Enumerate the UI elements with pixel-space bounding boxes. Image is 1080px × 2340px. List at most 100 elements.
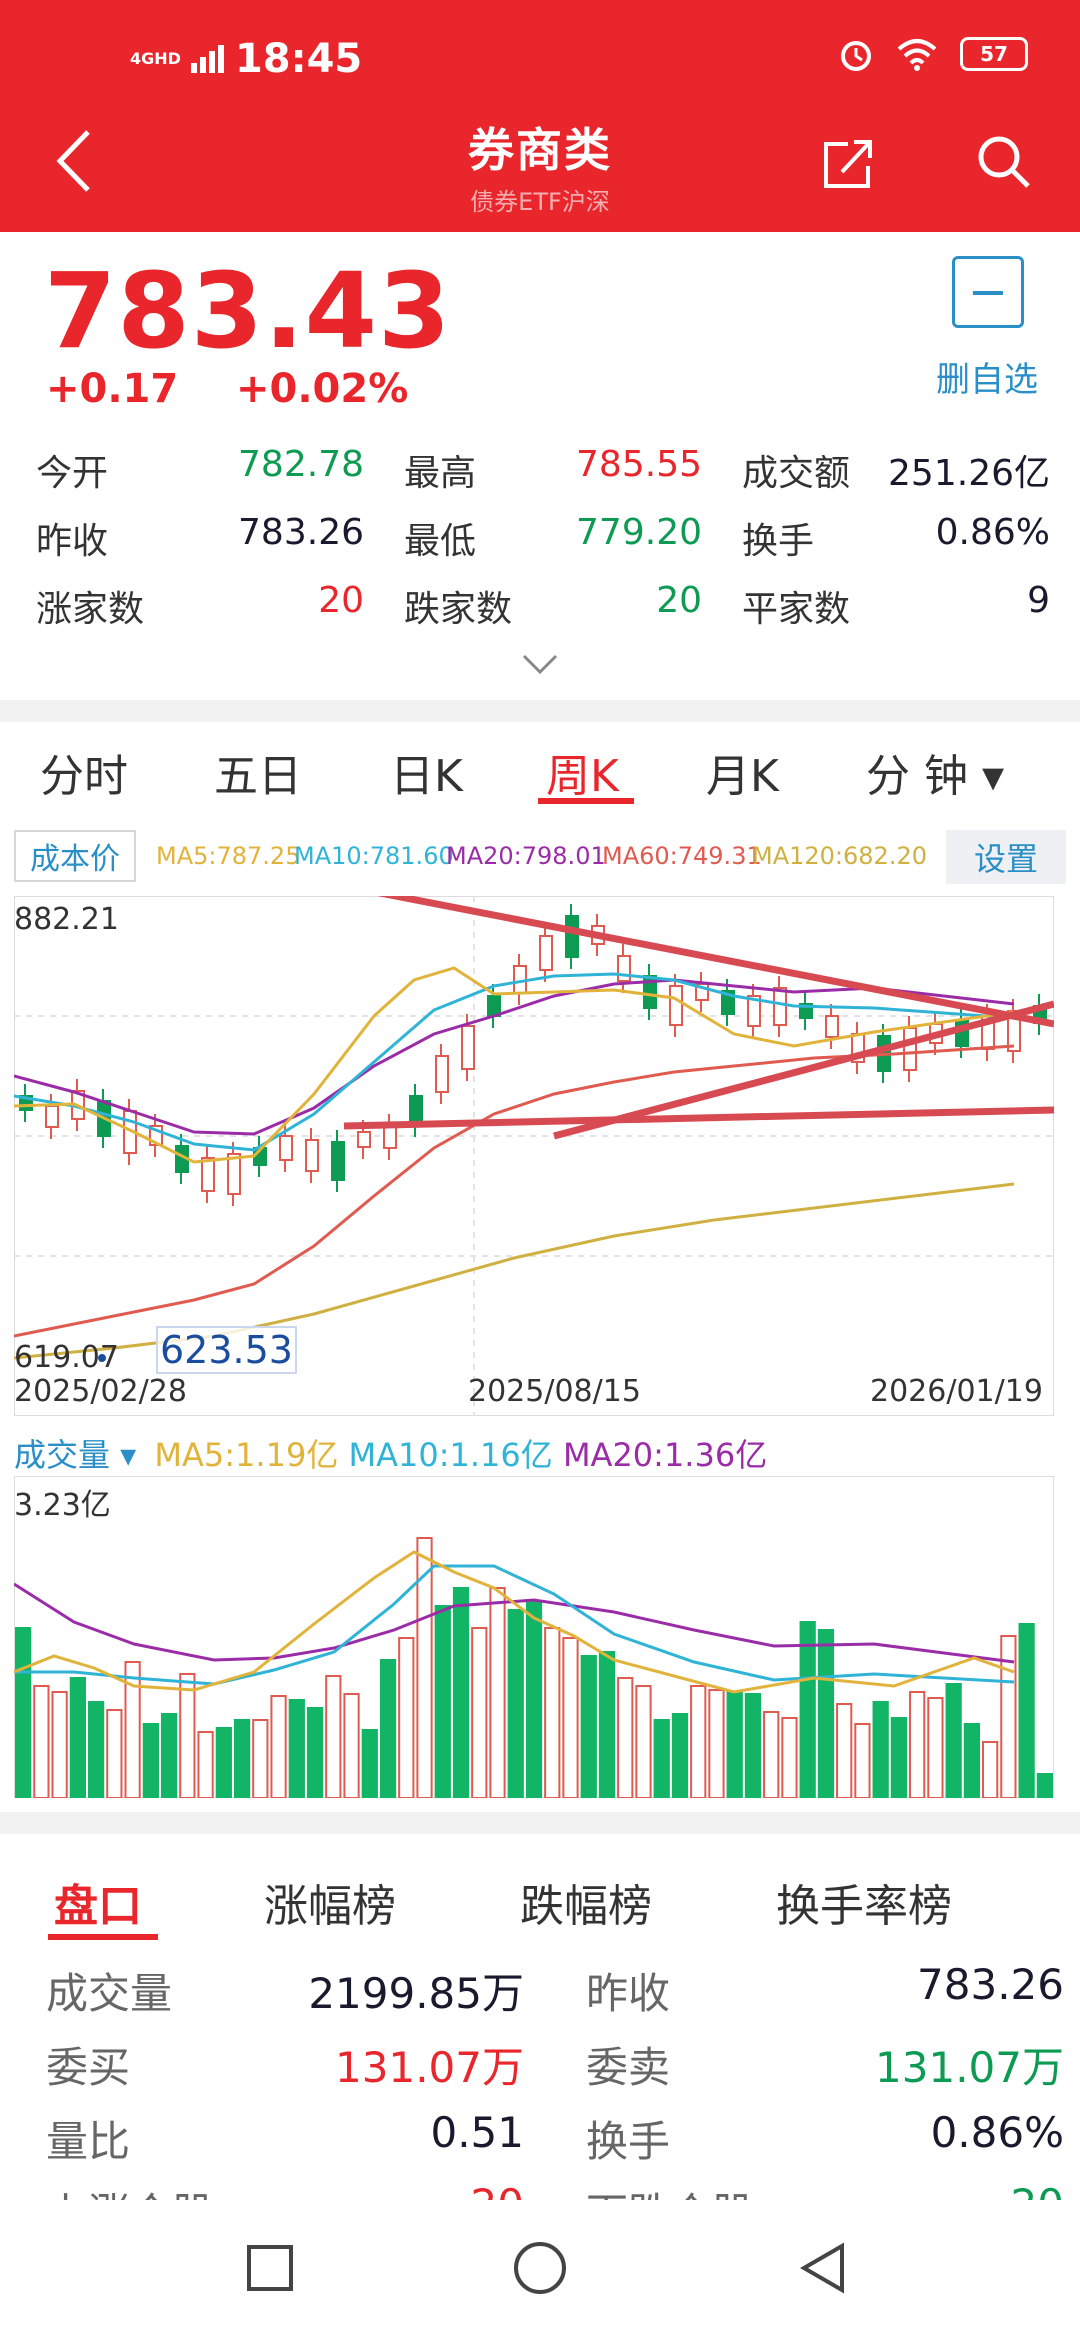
stat-label-prev-close: 昨收 xyxy=(36,521,109,562)
back-arrow-icon[interactable] xyxy=(48,126,100,196)
volume-bar xyxy=(726,1691,743,1798)
tab-orderbook[interactable]: 盘口 xyxy=(54,1881,142,1932)
volume-bar xyxy=(836,1703,853,1798)
volume-bar xyxy=(562,1637,579,1798)
current-price: 783.43 xyxy=(44,250,452,372)
home-icon[interactable] xyxy=(512,2240,568,2296)
expand-chevron-icon[interactable] xyxy=(522,652,558,676)
volume-bar xyxy=(471,1627,488,1798)
tab-daily-k[interactable]: 日K xyxy=(390,751,463,802)
volume-bar xyxy=(416,1537,433,1798)
candle xyxy=(305,1139,319,1172)
tab-monthly-k[interactable]: 月K xyxy=(706,751,779,802)
tab-gainers[interactable]: 涨幅榜 xyxy=(264,1881,396,1932)
volume-bar xyxy=(160,1713,178,1798)
y-axis-max-label: 882.21 xyxy=(14,902,119,937)
volume-chart[interactable] xyxy=(14,1476,1054,1798)
tab-five-day[interactable]: 五日 xyxy=(214,751,302,802)
candle xyxy=(539,935,553,971)
stat-label-high: 最高 xyxy=(404,453,477,494)
settings-button[interactable]: 设置 xyxy=(946,830,1066,884)
status-icons: 57 xyxy=(838,36,1028,72)
weekly-k-chart[interactable] xyxy=(14,896,1054,1416)
volume-legend: 成交量 ▾ MA5:1.19亿 MA10:1.16亿 MA20:1.36亿 xyxy=(14,1430,767,1476)
candle xyxy=(383,1125,397,1149)
volume-bar xyxy=(580,1655,597,1798)
panel-label-bid: 委买 xyxy=(46,2043,131,2092)
trendline-lower xyxy=(343,1106,1054,1130)
volume-bar xyxy=(33,1685,50,1798)
remove-watchlist-label[interactable]: 删自选 xyxy=(936,360,1038,400)
volume-bar xyxy=(982,1741,999,1798)
date-label-end: 2026/01/19 xyxy=(870,1374,1043,1409)
volume-bar xyxy=(963,1723,981,1798)
date-label-mid: 2025/08/15 xyxy=(468,1374,641,1409)
page-title: 券商类 xyxy=(468,123,612,177)
trendline-upper xyxy=(377,896,1054,1028)
stat-label-open: 今开 xyxy=(36,453,109,494)
candle xyxy=(435,1055,449,1093)
share-icon[interactable] xyxy=(818,132,880,194)
ma20-label: MA20:798.01 xyxy=(446,842,606,870)
panel-label-turnover: 换手 xyxy=(586,2117,671,2166)
system-nav-bar xyxy=(0,2200,1080,2340)
stat-value-falling: 20 xyxy=(656,580,702,621)
volume-bar xyxy=(69,1677,86,1798)
volume-bar xyxy=(781,1717,798,1798)
vol-ma10-line xyxy=(14,1564,1015,1686)
candle xyxy=(487,995,501,1017)
volume-bar xyxy=(343,1693,360,1798)
recent-apps-icon[interactable] xyxy=(246,2244,294,2292)
panel-label-volume: 成交量 xyxy=(46,1969,173,2018)
search-icon[interactable] xyxy=(974,132,1034,192)
candle xyxy=(617,955,631,982)
status-bar: 4GHD 18:45 xyxy=(130,36,362,82)
low-price-marker: 623.53 xyxy=(156,1326,297,1374)
volume-bar xyxy=(124,1661,141,1798)
candle xyxy=(747,995,761,1027)
volume-bar xyxy=(398,1637,415,1798)
stat-value-open: 782.78 xyxy=(238,444,364,485)
panel-value-volume: 2199.85万 xyxy=(308,1969,524,2018)
candle xyxy=(331,1141,345,1181)
ma5-line xyxy=(14,966,1015,1164)
volume-label[interactable]: 成交量 ▾ xyxy=(14,1436,137,1474)
tab-losers[interactable]: 跌幅榜 xyxy=(520,1881,652,1932)
ma10-label: MA10:781.60 xyxy=(294,842,454,870)
tab-minute[interactable]: 分 钟 ▾ xyxy=(866,751,1005,802)
panel-value-bid: 131.07万 xyxy=(335,2043,524,2092)
active-bottom-tab-indicator xyxy=(48,1934,158,1940)
remove-watchlist-button[interactable]: − xyxy=(952,256,1024,328)
ma20-line xyxy=(14,978,1015,1136)
clock: 18:45 xyxy=(234,36,363,82)
vol-ma20-label: MA20:1.36亿 xyxy=(562,1436,768,1474)
volume-bar xyxy=(197,1731,214,1798)
candle xyxy=(357,1131,371,1148)
volume-bar xyxy=(890,1717,908,1798)
stat-label-flat: 平家数 xyxy=(742,589,851,630)
tab-turnover-rank[interactable]: 换手率榜 xyxy=(776,1881,952,1932)
tab-weekly-k[interactable]: 周K xyxy=(546,751,619,802)
divider xyxy=(0,700,1080,722)
y-axis-min-label: 619.07 xyxy=(14,1340,119,1375)
volume-bar xyxy=(945,1683,962,1798)
candle xyxy=(279,1135,293,1161)
candle xyxy=(201,1157,215,1192)
stat-label-low: 最低 xyxy=(404,521,477,562)
volume-bar xyxy=(252,1719,269,1798)
back-nav-icon[interactable] xyxy=(798,2242,848,2294)
volume-bar xyxy=(635,1685,652,1798)
panel-value-turnover: 0.86% xyxy=(930,2108,1064,2157)
stat-value-low: 779.20 xyxy=(576,512,702,553)
candle xyxy=(461,1025,475,1070)
panel-value-prev-close: 783.26 xyxy=(917,1960,1064,2009)
volume-bar xyxy=(306,1707,324,1798)
volume-bar xyxy=(690,1685,707,1798)
volume-bar xyxy=(653,1719,670,1798)
tab-intraday[interactable]: 分时 xyxy=(40,751,128,802)
price-change-percent: +0.02% xyxy=(236,366,409,412)
panel-value-volume-ratio: 0.51 xyxy=(430,2108,524,2157)
volume-bar xyxy=(617,1677,634,1798)
period-tabs: 分时 五日 日K 周K 月K 分 钟 ▾ xyxy=(0,740,1080,812)
cost-price-button[interactable]: 成本价 xyxy=(14,830,136,882)
